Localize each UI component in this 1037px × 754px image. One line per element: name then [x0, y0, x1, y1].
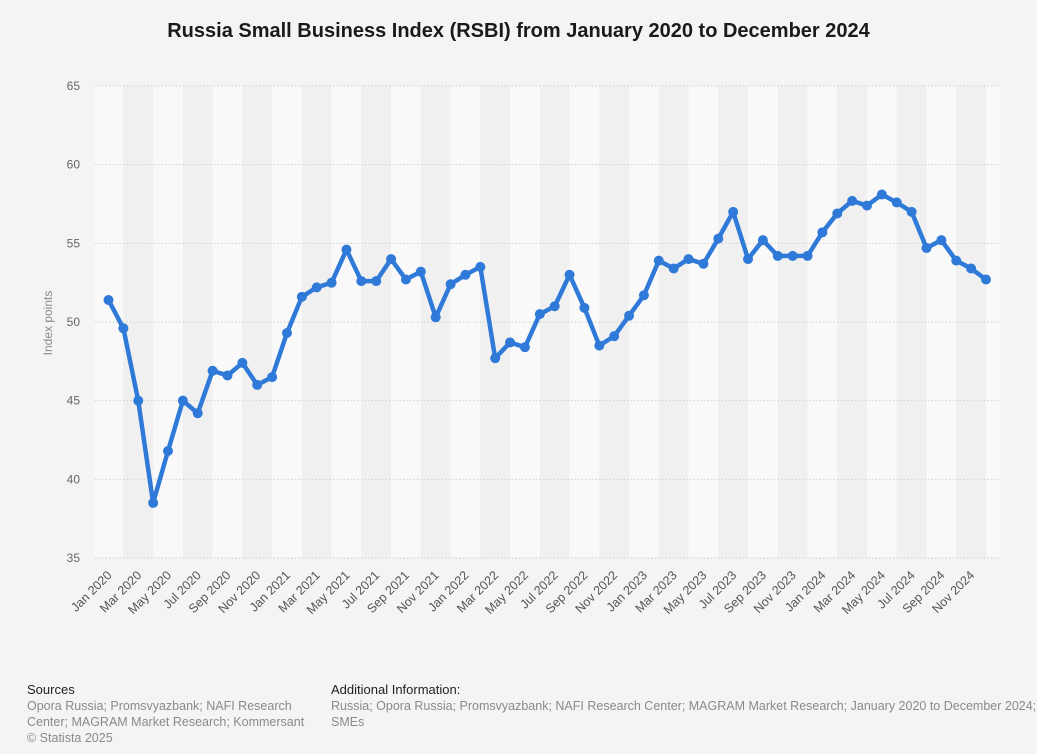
chart-title: Russia Small Business Index (RSBI) from … — [167, 20, 870, 42]
data-point[interactable] — [356, 276, 367, 287]
data-point[interactable] — [341, 244, 352, 255]
data-point[interactable] — [430, 312, 441, 323]
data-point[interactable] — [237, 357, 248, 368]
copyright: © Statista 2025 — [27, 731, 113, 745]
data-point[interactable] — [311, 282, 322, 293]
data-point[interactable] — [162, 446, 173, 457]
data-point[interactable] — [475, 261, 486, 272]
column-band — [272, 86, 302, 558]
data-point[interactable] — [847, 195, 858, 206]
data-point[interactable] — [460, 269, 471, 280]
data-point[interactable] — [103, 294, 114, 305]
data-point[interactable] — [519, 342, 530, 353]
sources-text: Opora Russia; Promsvyazbank; NAFI Resear… — [27, 699, 305, 729]
y-tick-label: 40 — [67, 472, 81, 486]
data-point[interactable] — [133, 395, 144, 406]
data-point[interactable] — [386, 254, 397, 265]
column-band — [748, 86, 778, 558]
column-band — [867, 86, 897, 558]
data-point[interactable] — [296, 291, 307, 302]
additional-info-header: Additional Information: — [331, 682, 461, 697]
data-point[interactable] — [698, 258, 709, 269]
data-point[interactable] — [862, 200, 873, 211]
data-point[interactable] — [490, 353, 501, 364]
data-point[interactable] — [981, 274, 991, 285]
sources-block: Sources Opora Russia; Promsvyazbank; NAF… — [27, 682, 317, 746]
column-band — [450, 86, 481, 558]
data-point[interactable] — [817, 227, 828, 238]
data-point[interactable] — [936, 235, 947, 246]
y-tick-label: 60 — [67, 158, 81, 172]
data-point[interactable] — [445, 279, 456, 290]
data-point[interactable] — [415, 266, 426, 277]
data-point[interactable] — [653, 255, 664, 266]
data-point[interactable] — [579, 302, 590, 313]
data-point[interactable] — [594, 340, 605, 351]
column-band — [391, 86, 421, 558]
data-point[interactable] — [505, 337, 516, 348]
data-point[interactable] — [549, 301, 560, 312]
column-band — [212, 86, 243, 558]
y-tick-label: 55 — [67, 236, 81, 250]
y-tick-label: 45 — [67, 394, 81, 408]
y-axis-ticks: 35 40 45 50 55 60 65 — [67, 79, 81, 565]
data-point[interactable] — [624, 310, 635, 321]
y-tick-label: 35 — [67, 551, 81, 565]
additional-info-block: Additional Information: Russia; Opora Ru… — [331, 682, 1037, 730]
data-point[interactable] — [743, 254, 754, 265]
data-point[interactable] — [728, 206, 739, 217]
data-point[interactable] — [713, 233, 724, 244]
data-point[interactable] — [787, 250, 798, 261]
column-band — [331, 86, 362, 558]
y-axis-label: Index points — [41, 291, 55, 356]
column-band — [926, 86, 957, 558]
column-band — [688, 86, 719, 558]
data-point[interactable] — [683, 254, 694, 265]
y-tick-label: 50 — [67, 315, 81, 329]
data-point[interactable] — [921, 243, 932, 254]
column-band — [569, 86, 600, 558]
data-point[interactable] — [638, 290, 649, 301]
data-point[interactable] — [207, 365, 218, 376]
data-point[interactable] — [876, 189, 887, 200]
y-tick-label: 65 — [67, 79, 81, 93]
data-point[interactable] — [832, 208, 843, 219]
data-point[interactable] — [906, 206, 917, 217]
data-point[interactable] — [148, 497, 159, 508]
data-point[interactable] — [966, 263, 977, 274]
line-chart: 35 40 45 50 55 60 65 Index points Jan 2020Mar … — [41, 79, 1000, 617]
data-point[interactable] — [802, 250, 813, 261]
data-point[interactable] — [118, 323, 129, 334]
column-band — [629, 86, 659, 558]
data-point[interactable] — [609, 331, 620, 342]
column-band — [807, 86, 838, 558]
data-point[interactable] — [371, 276, 382, 287]
data-point[interactable] — [326, 277, 337, 288]
data-point[interactable] — [281, 328, 292, 339]
data-point[interactable] — [564, 269, 575, 280]
data-point[interactable] — [222, 370, 233, 381]
data-point[interactable] — [534, 309, 545, 320]
additional-info-text: Russia; Opora Russia; Promsvyazbank; NAF… — [331, 699, 1037, 729]
data-point[interactable] — [757, 235, 768, 246]
data-points — [103, 189, 991, 508]
data-point[interactable] — [772, 250, 783, 261]
data-point[interactable] — [951, 255, 962, 266]
data-point[interactable] — [252, 379, 263, 390]
data-point[interactable] — [267, 372, 278, 383]
column-band — [986, 86, 1000, 558]
data-point[interactable] — [891, 197, 902, 208]
data-point[interactable] — [192, 408, 203, 419]
sources-header: Sources — [27, 682, 75, 697]
data-point[interactable] — [400, 274, 411, 285]
gridlines — [95, 85, 1000, 559]
data-point[interactable] — [177, 395, 188, 406]
data-point[interactable] — [668, 263, 679, 274]
